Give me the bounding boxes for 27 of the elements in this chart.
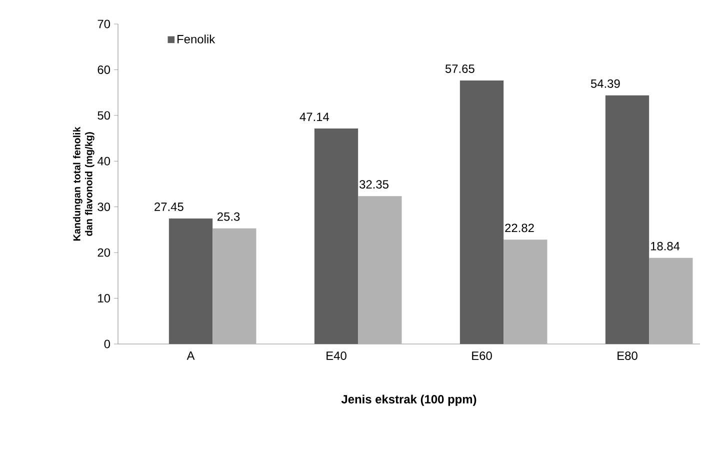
- x-tick-label: A: [186, 352, 195, 360]
- bar: [212, 228, 256, 344]
- x-tick-label: E60: [472, 352, 492, 360]
- y-tick-label: 0: [104, 340, 110, 348]
- y-tick-label: 20: [98, 248, 110, 257]
- bar: [649, 258, 693, 344]
- y-tick-label: 50: [98, 111, 110, 120]
- data-label: 22.82: [505, 224, 534, 232]
- y-tick-label: 70: [98, 20, 110, 28]
- y-tick-label: 60: [98, 65, 110, 74]
- data-label: 32.35: [360, 180, 388, 189]
- data-label: 54.39: [590, 79, 620, 88]
- bar: [504, 240, 548, 344]
- data-label: 27.45: [154, 202, 184, 211]
- x-tick-label: E40: [326, 352, 346, 360]
- x-tick-label: E80: [618, 352, 638, 360]
- data-label: 47.14: [300, 112, 330, 121]
- y-tick-label: 40: [97, 156, 110, 166]
- y-tick-label: 10: [98, 294, 110, 303]
- legend-label: Fenolik: [178, 34, 216, 44]
- data-label: 57.65: [445, 64, 474, 73]
- data-label: 18.84: [650, 242, 680, 250]
- data-label: 25.3: [217, 212, 240, 221]
- y-axis-title: Kandungan total fenolik dan flavonoid (mg/kg): [73, 126, 94, 241]
- y-tick-label: 30: [98, 202, 110, 212]
- x-axis-title: Jenis ekstrak (100 ppm): [341, 394, 476, 406]
- bar: [358, 196, 402, 344]
